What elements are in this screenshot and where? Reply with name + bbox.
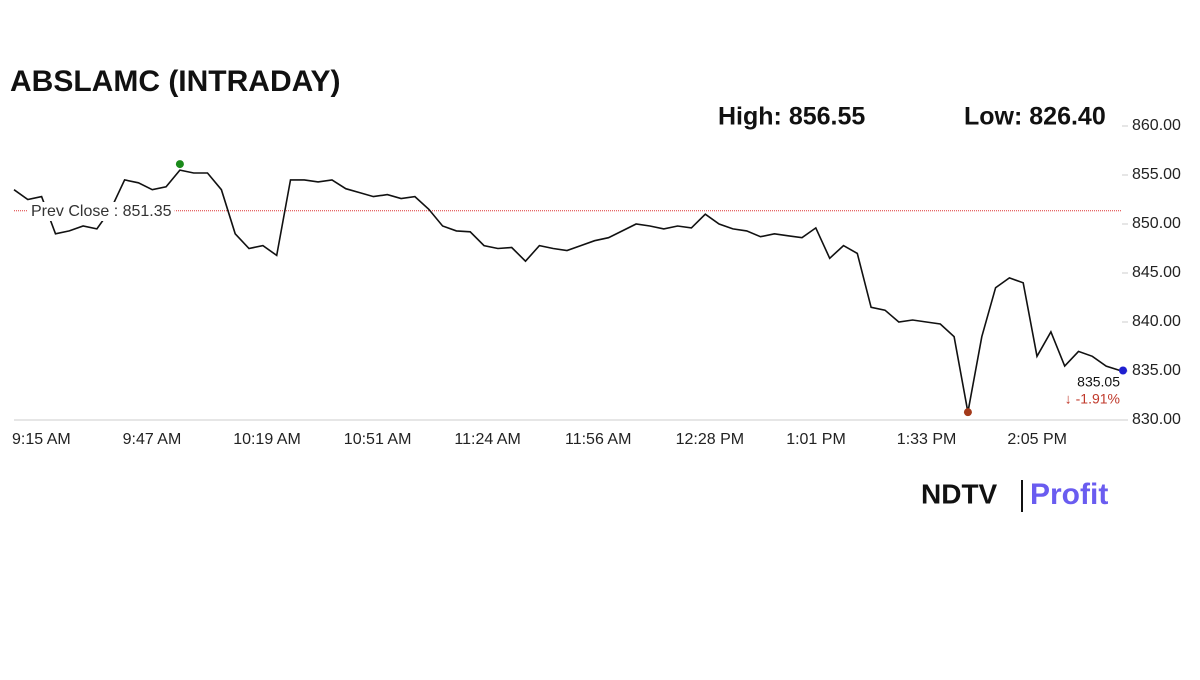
- x-tick-label: 12:28 PM: [676, 431, 744, 448]
- high-label: High: 856.55: [718, 103, 865, 131]
- last-dot: [1119, 366, 1127, 375]
- x-tick-label: 2:05 PM: [1007, 431, 1067, 448]
- y-tick-label: 840.00: [1132, 313, 1181, 330]
- x-tick-label: 9:15 AM: [12, 431, 71, 448]
- x-tick-label: 11:24 AM: [454, 431, 520, 448]
- high-dot: [175, 160, 184, 169]
- logo-profit: Profit: [1030, 478, 1108, 511]
- chart-title: ABSLAMC (INTRADAY): [10, 65, 341, 98]
- last-value-label: 835.05: [1077, 374, 1120, 390]
- prev-close-label: Prev Close : 851.35: [31, 203, 172, 220]
- price-line: [13, 169, 1121, 413]
- x-tick-label: 1:01 PM: [786, 431, 846, 448]
- y-tick-label: 830.00: [1132, 411, 1181, 428]
- y-tick-label: 850.00: [1132, 215, 1181, 232]
- prev-close-label-bg: [28, 201, 175, 222]
- y-tick-label: 860.00: [1132, 117, 1181, 134]
- x-tick-label: 10:51 AM: [344, 431, 412, 448]
- x-tick-label: 1:33 PM: [897, 431, 957, 448]
- y-tick-label: 855.00: [1132, 166, 1181, 183]
- x-tick-label: 10:19 AM: [233, 431, 301, 448]
- change-label: ↓ -1.91%: [1065, 391, 1120, 407]
- y-tick-label: 845.00: [1132, 264, 1181, 281]
- low-label: Low: 826.40: [964, 103, 1106, 131]
- y-tick-label: 835.00: [1132, 362, 1181, 379]
- low-dot: [963, 408, 972, 417]
- logo-ndtv: NDTV: [921, 478, 998, 509]
- x-tick-label: 11:56 AM: [565, 431, 631, 448]
- x-tick-label: 9:47 AM: [123, 431, 182, 448]
